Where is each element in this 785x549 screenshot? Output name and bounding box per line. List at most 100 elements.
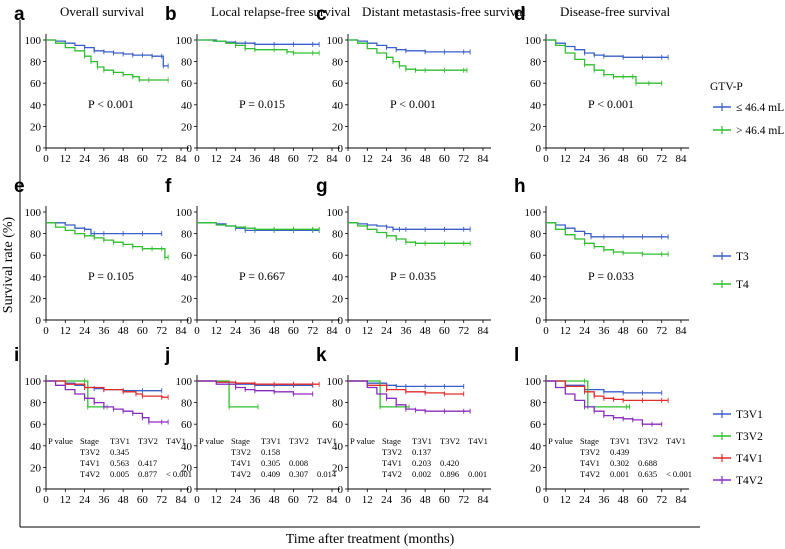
table-header-cell: T3V1: [110, 436, 130, 446]
legend-label: T4V2: [736, 475, 763, 487]
series-line--46-4-ml: [197, 39, 320, 54]
y-tick-label: 40: [181, 441, 193, 453]
table-cell: T4V2: [382, 469, 402, 479]
y-tick-label: 0: [36, 315, 42, 327]
x-tick-label: 36: [98, 494, 110, 506]
table-header-cell: T3V2: [289, 436, 309, 446]
x-tick-label: 72: [307, 325, 318, 337]
y-tick-label: 100: [176, 35, 193, 47]
x-tick-label: 84: [327, 494, 339, 506]
x-tick-label: 60: [137, 494, 149, 506]
x-tick-label: 84: [478, 153, 490, 165]
table-cell: T3V2: [80, 447, 100, 457]
table-cell: T4V1: [231, 458, 251, 468]
legend-legend_row3: T3V1 T3V2 T4V1 T4V2: [713, 409, 763, 487]
y-tick-label: 100: [525, 376, 542, 388]
y-tick-label: 80: [332, 57, 344, 69]
x-tick-label: 72: [656, 494, 667, 506]
x-tick-label: 84: [676, 494, 688, 506]
x-tick-label: 72: [458, 494, 469, 506]
x-tick-label: 0: [345, 153, 351, 165]
x-tick-label: 84: [176, 325, 188, 337]
p-value-g: P = 0.035: [390, 269, 436, 283]
y-tick-label: 80: [181, 398, 193, 410]
panel-l: l 0 20 40 60 80 100 0 12 24 36 48 60 72 84 P value Stage…: [514, 345, 692, 506]
series-line-t4: [46, 222, 169, 259]
table-header-cell: T3V2: [440, 436, 460, 446]
panel-label-e: e: [14, 176, 25, 197]
series-line-t4v1: [546, 380, 669, 402]
x-tick-label: 72: [656, 325, 667, 337]
table-cell: 0.005: [110, 469, 129, 479]
x-tick-label: 48: [269, 153, 281, 165]
series-line--46-4-ml: [348, 39, 471, 53]
panel-c: c Distant metastasis-free survival 0 20 40 60…: [316, 4, 526, 165]
x-tick-label: 48: [420, 494, 432, 506]
x-tick-label: 72: [156, 325, 167, 337]
panel-g: g 0 20 40 60 80 100 0 12 24 36 48 60 72 84 P = 0.035: [316, 176, 491, 337]
y-tick-label: 60: [332, 250, 344, 262]
table-cell: 0.409: [261, 469, 280, 479]
series-line-t3v2: [546, 380, 630, 408]
y-tick-label: 20: [181, 293, 193, 305]
table-cell: < 0.001: [166, 469, 192, 479]
panel-label-f: f: [165, 176, 172, 197]
p-value-f: P = 0.667: [239, 269, 285, 283]
y-tick-label: 20: [30, 121, 42, 133]
panel-label-d: d: [514, 4, 526, 25]
x-tick-label: 12: [560, 325, 571, 337]
y-tick-label: 40: [181, 100, 193, 112]
y-tick-label: 60: [30, 419, 42, 431]
y-tick-label: 20: [30, 293, 42, 305]
x-axis-title: Time after treatment (months): [286, 532, 455, 547]
table-cell: 0.302: [610, 458, 629, 468]
x-tick-label: 72: [307, 153, 318, 165]
table-header-cell: T4V1: [317, 436, 337, 446]
panel-b: b Local relapse-free survival 0 20 40 60 80 100…: [165, 4, 351, 165]
x-tick-label: 12: [60, 494, 71, 506]
y-tick-label: 100: [327, 35, 344, 47]
table-cell: T4V1: [580, 458, 600, 468]
table-cell: 0.635: [638, 469, 657, 479]
x-tick-label: 60: [137, 153, 149, 165]
p-value-b: P = 0.015: [239, 97, 285, 111]
x-tick-label: 72: [656, 153, 667, 165]
x-tick-label: 60: [439, 325, 451, 337]
x-tick-label: 48: [118, 153, 130, 165]
x-tick-label: 48: [118, 325, 130, 337]
x-tick-label: 12: [60, 325, 71, 337]
x-tick-label: 60: [637, 153, 649, 165]
table-cell: 0.420: [440, 458, 459, 468]
y-tick-label: 0: [36, 484, 42, 496]
panel-a: a Overall survival 0 20 40 60 80 100 0 12 24 36 48 60…: [14, 4, 189, 165]
table-cell: 0.688: [638, 458, 657, 468]
series-line-t4: [348, 222, 471, 244]
table-cell: T4V2: [231, 469, 251, 479]
series-line-t4v2: [348, 380, 471, 412]
y-tick-label: 80: [30, 398, 42, 410]
x-tick-label: 36: [400, 325, 412, 337]
y-tick-label: 20: [332, 293, 344, 305]
y-tick-label: 40: [181, 272, 193, 284]
y-tick-label: 20: [530, 293, 542, 305]
x-tick-label: 36: [598, 494, 610, 506]
p-value-e: P = 0.105: [88, 269, 134, 283]
y-tick-label: 100: [176, 207, 193, 219]
table-cell: 0.896: [440, 469, 459, 479]
table-cell: 0.439: [610, 447, 629, 457]
table-cell: 0.002: [412, 469, 431, 479]
y-tick-label: 0: [36, 143, 42, 155]
x-tick-label: 36: [400, 153, 412, 165]
x-tick-label: 60: [439, 494, 451, 506]
table-cell: 0.203: [412, 458, 431, 468]
legend-legend_row1: GTV-P ≤ 46.4 mL > 46.4 mL: [710, 81, 784, 137]
x-tick-label: 72: [458, 325, 469, 337]
series-line--46-4-ml: [546, 39, 669, 58]
x-tick-label: 12: [211, 325, 222, 337]
panel-title-b: Local relapse-free survival: [211, 4, 351, 19]
legend-label: T3V2: [736, 431, 763, 443]
y-tick-label: 40: [530, 100, 542, 112]
legend-label: T4: [736, 279, 749, 291]
legend-title: GTV-P: [710, 81, 743, 93]
